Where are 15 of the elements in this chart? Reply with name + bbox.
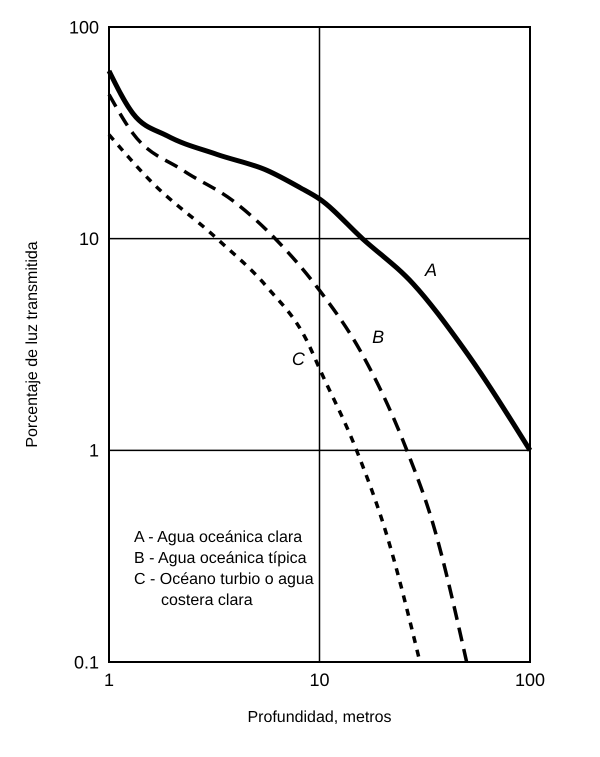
annotation: B	[372, 326, 384, 347]
y-tick-label: 10	[78, 228, 99, 249]
y-tick-label: 0.1	[74, 652, 99, 672]
y-tick-label: 1	[88, 440, 99, 461]
y-tick-label: 100	[68, 17, 99, 38]
annotation: B - Agua oceánica típica	[134, 550, 307, 567]
annotation: C	[292, 348, 306, 369]
annotation: A	[424, 260, 437, 280]
annotation: A - Agua oceánica clara	[134, 529, 302, 546]
annotation: C - Océano turbio o agua costera clara	[134, 571, 314, 609]
x-tick-label: 1	[104, 670, 114, 690]
x-tick-label: 10	[309, 670, 330, 690]
x-axis-title: Profundidad, metros	[247, 709, 392, 726]
x-tick-label: 100	[514, 670, 546, 690]
y-axis-title: Porcentaje de luz transmitida	[24, 241, 41, 448]
